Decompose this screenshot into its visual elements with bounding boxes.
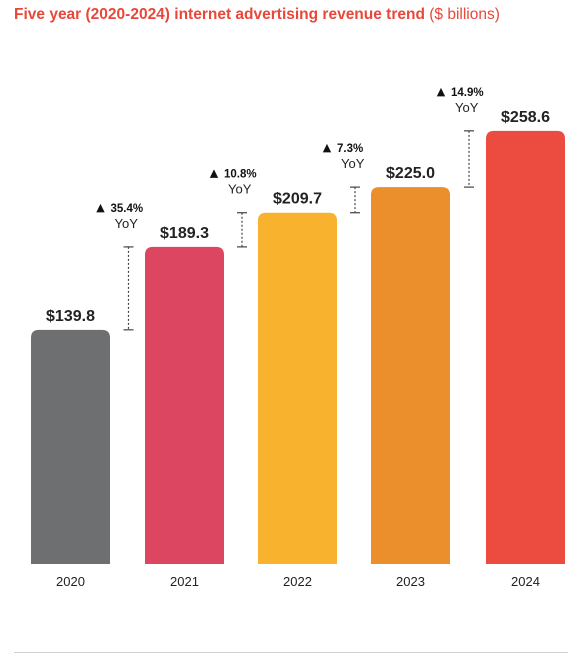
chart-title-main: Five year (2020-2024) internet advertisi…: [14, 6, 425, 23]
bottom-divider: [14, 652, 568, 653]
yoy-label-2: YoY: [228, 182, 252, 197]
value-label-2021: $189.3: [160, 225, 209, 242]
value-label-2024: $258.6: [501, 109, 550, 126]
bar-2021: [145, 246, 224, 565]
yoy-percent-1: 35.4%: [111, 203, 144, 215]
yoy-up-arrow-icon: ▲: [323, 141, 332, 154]
bar-2020: [31, 329, 110, 564]
yoy-label-1: YoY: [115, 216, 139, 231]
yoy-label-3: YoY: [341, 156, 365, 171]
x-tick-label-2020: 2020: [56, 574, 85, 589]
value-label-2022: $209.7: [273, 191, 322, 208]
x-tick-label-2022: 2022: [283, 574, 312, 589]
yoy-percent-2: 10.8%: [224, 169, 257, 181]
yoy-up-arrow-icon: ▲: [96, 201, 105, 214]
x-tick-label-2021: 2021: [170, 574, 199, 589]
chart-title: Five year (2020-2024) internet advertisi…: [14, 6, 500, 24]
bar-2024: [486, 130, 565, 564]
yoy-percent-3: 7.3%: [337, 143, 363, 155]
chart-subtitle: ($ billions): [429, 6, 500, 23]
yoy-up-arrow-icon: ▲: [437, 85, 446, 98]
value-label-2020: $139.8: [46, 308, 95, 325]
bar-2022: [258, 212, 337, 564]
bar-2023: [371, 187, 450, 565]
yoy-up-arrow-icon: ▲: [210, 167, 219, 180]
yoy-label-4: YoY: [455, 100, 479, 115]
x-tick-label-2023: 2023: [396, 574, 425, 589]
x-tick-label-2024: 2024: [511, 574, 540, 589]
value-label-2023: $225.0: [386, 165, 435, 182]
yoy-percent-4: 14.9%: [451, 87, 484, 99]
